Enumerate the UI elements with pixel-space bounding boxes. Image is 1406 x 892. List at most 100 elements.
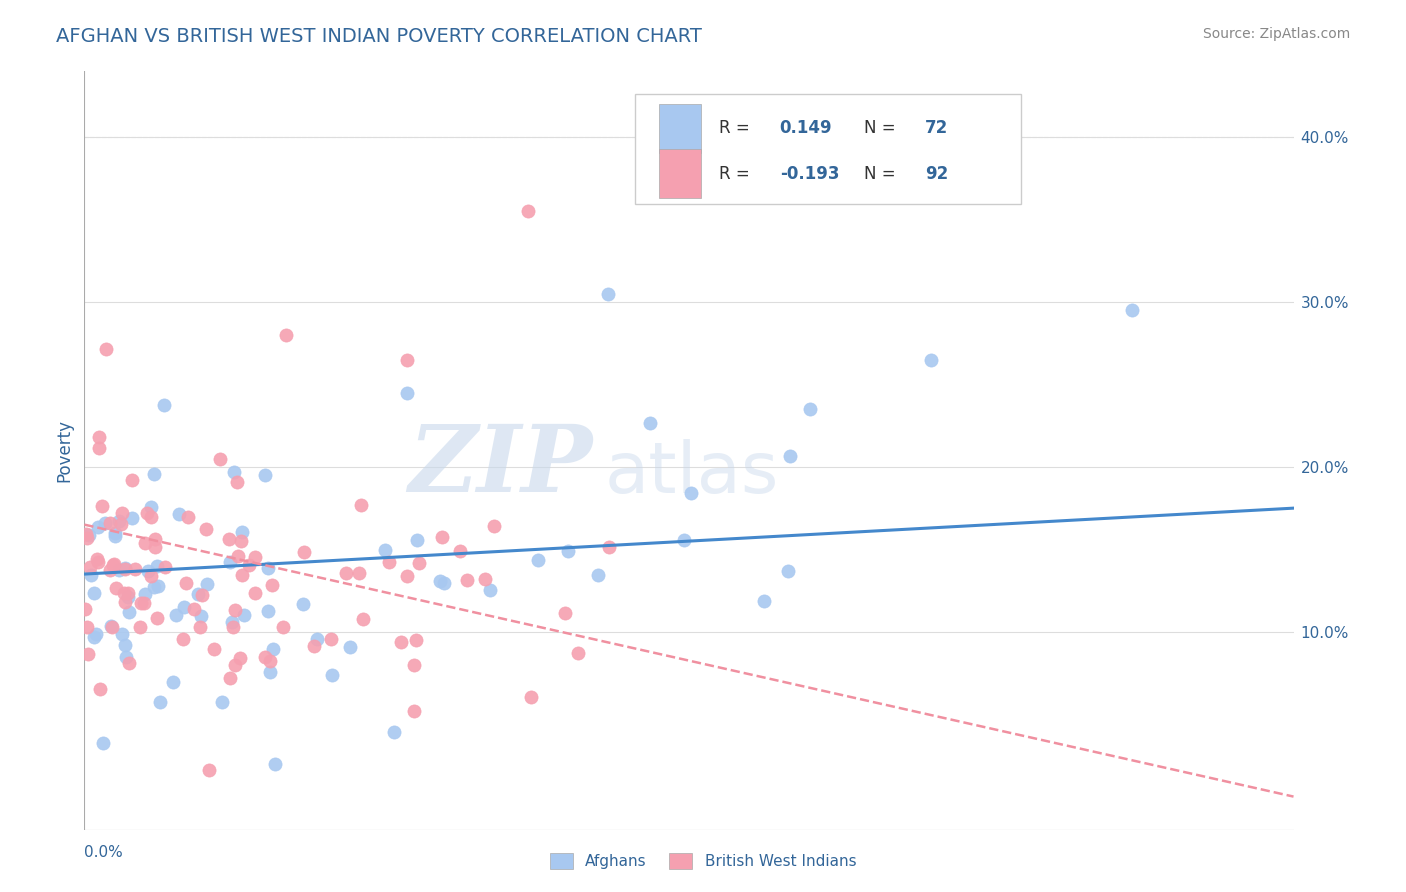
Point: [292, 545, 315, 559]
Point: [87, 555, 110, 569]
Point: [139, 500, 162, 514]
Point: [77, 528, 100, 542]
Point: [87, 442, 110, 456]
Point: [146, 579, 169, 593]
Point: [218, 556, 240, 570]
Point: [430, 530, 453, 544]
Point: [94, 342, 117, 356]
Point: [920, 352, 942, 367]
Point: [350, 498, 373, 512]
Point: [406, 533, 429, 548]
Point: [103, 558, 125, 572]
Point: [259, 654, 281, 668]
Point: [134, 597, 156, 611]
Point: [149, 694, 172, 708]
Point: [83, 585, 105, 599]
Point: [90, 499, 112, 513]
Point: [433, 576, 456, 591]
Point: [101, 558, 124, 573]
Text: N =: N =: [865, 120, 901, 137]
Point: [100, 619, 122, 633]
Text: R =: R =: [720, 120, 755, 137]
Point: [218, 671, 240, 685]
Point: [779, 449, 801, 463]
Point: [254, 468, 277, 483]
Point: [231, 567, 253, 582]
Point: [98, 563, 121, 577]
Point: [104, 581, 127, 595]
Point: [395, 352, 418, 367]
Point: [321, 668, 343, 682]
Point: [107, 514, 129, 528]
Point: [638, 416, 661, 430]
Point: [396, 568, 419, 582]
Point: [238, 558, 260, 573]
Point: [292, 597, 315, 611]
Point: [221, 615, 243, 629]
Point: [672, 533, 695, 547]
Point: [195, 577, 218, 591]
Point: [799, 402, 821, 417]
Point: [146, 559, 169, 574]
Point: [139, 509, 162, 524]
Point: [143, 541, 166, 555]
Point: [339, 640, 361, 655]
Point: [382, 725, 405, 739]
Point: [188, 620, 211, 634]
Point: [190, 609, 212, 624]
Text: atlas: atlas: [605, 439, 779, 508]
Point: [172, 632, 194, 647]
Point: [77, 647, 100, 661]
Point: [142, 467, 165, 482]
Point: [456, 574, 478, 588]
Point: [302, 639, 325, 653]
Point: [527, 552, 550, 566]
Point: [174, 576, 197, 591]
Y-axis label: Poverty: Poverty: [55, 419, 73, 482]
Point: [131, 596, 153, 610]
Point: [86, 552, 108, 566]
Point: [449, 544, 471, 558]
Point: [752, 594, 775, 608]
Point: [143, 580, 166, 594]
Text: ZIP: ZIP: [408, 421, 592, 510]
Point: [224, 603, 246, 617]
Point: [405, 633, 427, 648]
Point: [274, 328, 297, 343]
Point: [257, 604, 280, 618]
Point: [305, 632, 328, 646]
Point: [162, 675, 184, 690]
Point: [124, 561, 146, 575]
Point: [229, 534, 252, 549]
Point: [395, 385, 418, 400]
Point: [257, 561, 280, 575]
Text: 92: 92: [925, 165, 948, 183]
Point: [202, 642, 225, 657]
Point: [136, 564, 159, 578]
Point: [232, 608, 254, 623]
Point: [110, 516, 132, 531]
Point: [86, 626, 108, 640]
Point: [121, 473, 143, 487]
Point: [319, 632, 342, 646]
Point: [91, 736, 114, 750]
Point: [262, 642, 284, 657]
Point: [111, 627, 134, 641]
Point: [114, 561, 136, 575]
Point: [222, 620, 245, 634]
Text: N =: N =: [865, 165, 901, 183]
Point: [516, 204, 538, 219]
Point: [262, 577, 284, 591]
Point: [520, 690, 543, 704]
Point: [117, 586, 139, 600]
Point: [554, 606, 576, 620]
Point: [87, 430, 110, 444]
Text: 0.149: 0.149: [780, 120, 832, 137]
Point: [408, 556, 430, 570]
Point: [218, 533, 240, 547]
Point: [177, 510, 200, 524]
Point: [152, 398, 174, 412]
Point: [231, 524, 253, 539]
Text: R =: R =: [720, 165, 755, 183]
Point: [101, 620, 124, 634]
